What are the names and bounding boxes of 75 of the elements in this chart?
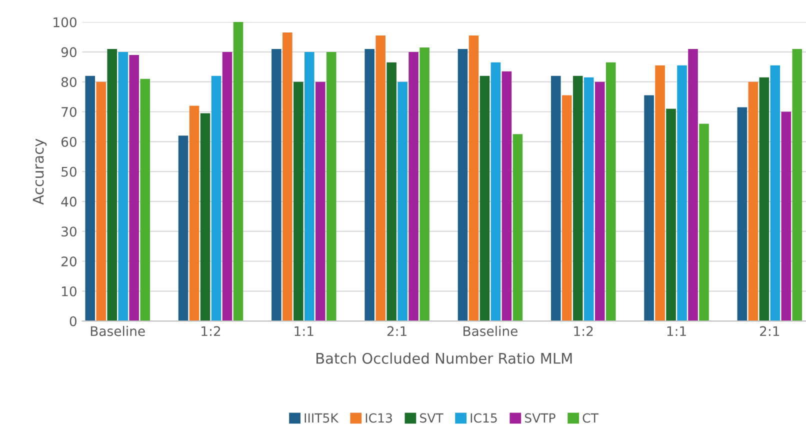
bar (408, 52, 418, 322)
y-axis-title: Accuracy (32, 138, 47, 205)
bar (222, 52, 232, 322)
y-tick-label: 20 (62, 256, 76, 266)
y-tick-label: 0 (70, 316, 76, 326)
legend-label: IIIT5K (304, 413, 339, 423)
bar (562, 95, 572, 322)
x-tick-label: 2:1 (760, 326, 780, 336)
bar (140, 78, 150, 322)
bar (420, 47, 430, 322)
bar (398, 82, 408, 322)
bar (677, 65, 687, 322)
bar (189, 106, 200, 322)
bar (178, 136, 188, 322)
bar (550, 76, 561, 322)
bar (737, 107, 748, 322)
bar (200, 113, 210, 322)
bar (594, 82, 605, 322)
bar (490, 62, 501, 322)
x-tick-label: 1:2 (202, 326, 220, 336)
bar (118, 52, 128, 322)
y-tick-label: 60 (61, 136, 76, 147)
bar (211, 76, 222, 322)
bar (512, 134, 523, 322)
bar (96, 82, 106, 322)
bar (572, 76, 583, 322)
y-tick-label: 30 (62, 226, 76, 237)
legend-label: CT (582, 413, 598, 423)
x-tick-label: 2:1 (387, 326, 406, 336)
bar (688, 48, 698, 322)
bar (85, 76, 96, 322)
x-tick-label: 1:1 (667, 326, 686, 336)
bar (792, 48, 802, 322)
bar (584, 77, 594, 322)
bar (644, 95, 654, 322)
x-tick-label: Baseline (90, 326, 145, 336)
legend-label: IC13 (366, 413, 392, 423)
bar (326, 52, 336, 322)
bar (316, 82, 326, 322)
y-tick-label: 10 (62, 286, 76, 296)
y-tick-label: 40 (61, 196, 76, 207)
bar (655, 65, 665, 322)
bar (770, 65, 780, 322)
y-tick-label: 70 (62, 106, 76, 117)
y-tick-label: 50 (62, 166, 76, 177)
x-tick-label: Baseline (464, 326, 518, 336)
bar (129, 54, 139, 322)
x-axis-title: Batch Occluded Number Ratio MLM (316, 352, 572, 364)
legend-label: SVT (420, 413, 444, 423)
x-tick-label: 1:1 (294, 326, 314, 336)
bar (364, 48, 374, 322)
bar (233, 22, 244, 322)
bar (748, 82, 758, 322)
bar (502, 71, 512, 322)
y-tick-label: 90 (61, 47, 76, 58)
bar (759, 77, 770, 322)
bar (272, 48, 282, 322)
legend-label: SVTP (524, 413, 556, 423)
bar (107, 48, 118, 322)
bar (458, 48, 468, 322)
bar (666, 108, 676, 322)
bar (386, 62, 396, 322)
bar (699, 124, 709, 322)
y-tick-label: 100 (54, 17, 76, 28)
x-tick-label: 1:2 (574, 326, 593, 336)
bar (606, 62, 616, 322)
y-tick-label: 80 (61, 77, 76, 88)
bar (376, 36, 386, 322)
bar (468, 36, 479, 322)
bar (282, 32, 292, 322)
bar (781, 112, 792, 322)
legend-label: IC15 (470, 413, 497, 423)
bar (480, 76, 490, 322)
bar (294, 82, 304, 322)
bar (304, 52, 314, 322)
